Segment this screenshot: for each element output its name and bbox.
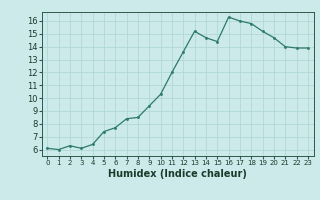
X-axis label: Humidex (Indice chaleur): Humidex (Indice chaleur): [108, 169, 247, 179]
